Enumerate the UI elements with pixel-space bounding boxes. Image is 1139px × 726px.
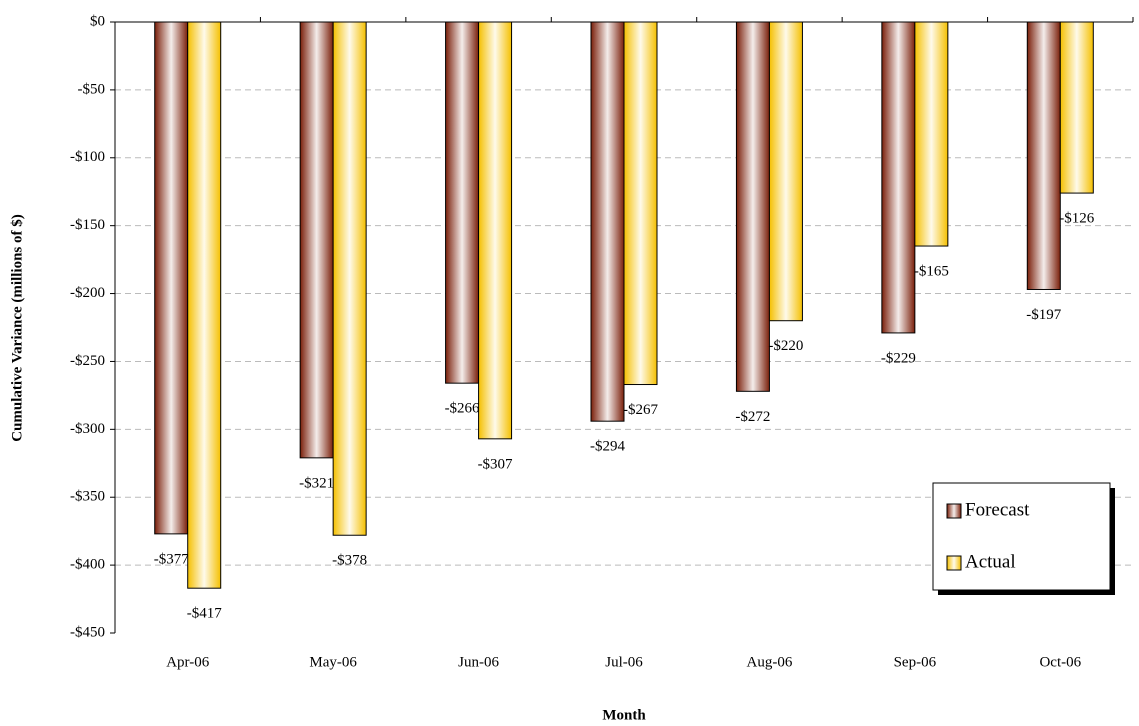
bar (445, 21, 480, 384)
value-label: -$197 (1026, 307, 1061, 323)
value-label: -$272 (735, 409, 770, 425)
bar (1059, 21, 1094, 194)
legend (932, 482, 1111, 591)
y-tick-label: $0 (90, 13, 105, 29)
value-label: -$165 (914, 263, 949, 279)
x-axis-label: Month (602, 707, 646, 723)
x-tick-label: Apr-06 (166, 654, 210, 670)
bar (1026, 21, 1061, 290)
legend-swatch (946, 555, 962, 571)
value-label: -$220 (768, 338, 803, 354)
value-label: -$378 (332, 553, 367, 569)
value-label: -$229 (881, 350, 916, 366)
bar (478, 21, 513, 440)
bar (332, 21, 367, 536)
value-label: -$126 (1059, 211, 1094, 227)
x-tick-label: May-06 (309, 654, 357, 670)
x-tick-label: Oct-06 (1039, 654, 1081, 670)
y-tick-label: -$100 (70, 149, 105, 165)
value-label: -$266 (445, 401, 480, 417)
legend-label: Actual (965, 551, 1016, 572)
value-label: -$377 (154, 551, 189, 567)
bar (187, 21, 222, 589)
y-tick-label: -$150 (70, 217, 105, 233)
bar (299, 21, 334, 459)
value-label: -$307 (478, 456, 513, 472)
y-tick-label: -$400 (70, 557, 105, 573)
y-tick-label: -$250 (70, 353, 105, 369)
value-label: -$267 (623, 402, 658, 418)
bar (768, 21, 803, 322)
bar (735, 21, 770, 392)
bar (623, 21, 658, 386)
y-axis-label: Cumulative Variance (millions of $) (9, 214, 25, 442)
x-tick-label: Aug-06 (747, 654, 793, 670)
x-tick-label: Jul-06 (605, 654, 643, 670)
y-tick-label: -$350 (70, 489, 105, 505)
legend-swatch (946, 503, 962, 519)
bar (881, 21, 916, 334)
y-tick-label: -$300 (70, 421, 105, 437)
x-tick-label: Jun-06 (458, 654, 499, 670)
bar (914, 21, 949, 247)
value-label: -$294 (590, 439, 625, 455)
x-tick-label: Sep-06 (894, 654, 937, 670)
y-tick-label: -$50 (78, 81, 106, 97)
bar (154, 21, 189, 535)
legend-label: Forecast (965, 499, 1030, 520)
value-label: -$321 (299, 475, 334, 491)
value-label: -$417 (187, 606, 222, 622)
y-tick-label: -$450 (70, 624, 105, 640)
y-tick-label: -$200 (70, 285, 105, 301)
bar (590, 21, 625, 422)
